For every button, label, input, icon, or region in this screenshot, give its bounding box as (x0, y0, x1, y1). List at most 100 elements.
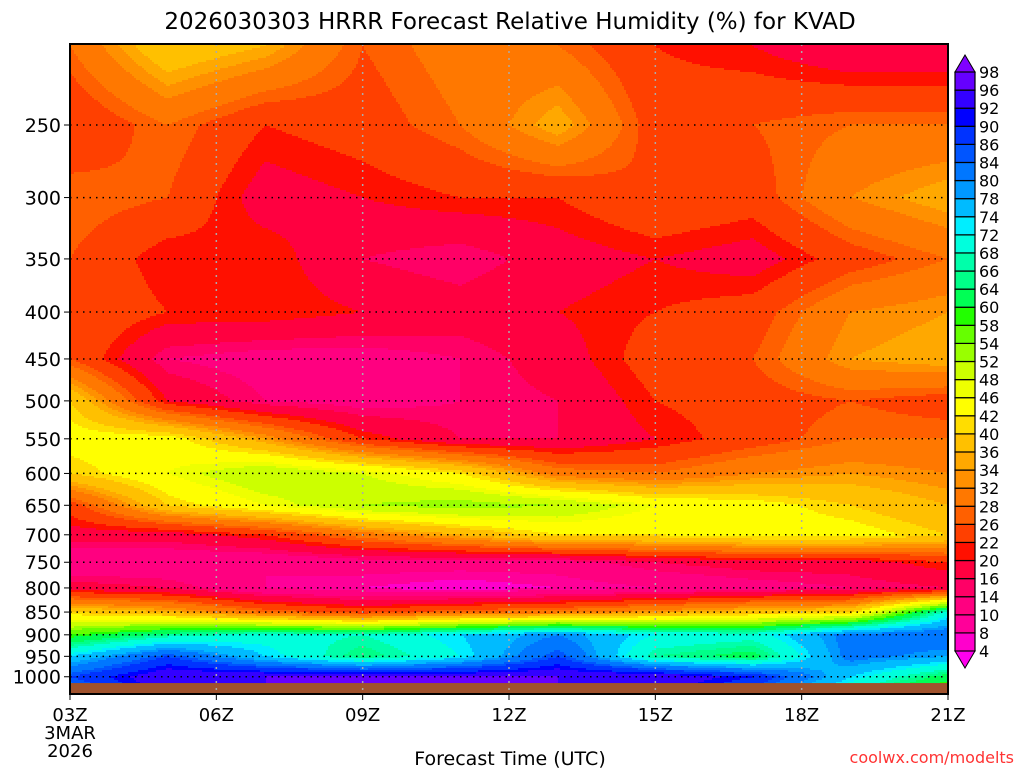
rh-fill-cell (944, 540, 949, 543)
rh-fill-cell (288, 618, 419, 621)
rh-fill-cell (172, 664, 229, 667)
rh-fill-cell (490, 480, 511, 483)
rh-fill-cell (582, 132, 621, 135)
rh-fill-cell (484, 492, 517, 495)
rh-fill-cell (326, 420, 421, 423)
rh-fill-cell (384, 78, 433, 81)
rh-fill-cell (474, 156, 519, 159)
rh-fill-cell (646, 316, 775, 319)
rh-fill-cell (270, 126, 415, 129)
rh-fill-cell (688, 598, 851, 601)
rh-fill-cell (486, 468, 505, 471)
rh-fill-cell (288, 550, 389, 553)
rh-fill-cell (594, 48, 661, 51)
rh-fill-cell (218, 426, 263, 429)
rh-fill-cell (154, 90, 191, 93)
rh-fill-cell (128, 530, 195, 533)
rh-fill-cell (940, 602, 949, 605)
rh-fill-cell (446, 644, 471, 647)
rh-fill-cell (882, 632, 949, 635)
rh-fill-cell (112, 342, 135, 345)
rh-fill-cell (634, 110, 949, 113)
rh-fill-cell (410, 654, 459, 657)
rh-fill-cell (754, 354, 781, 357)
rh-fill-cell (478, 464, 501, 467)
rh-fill-cell (842, 326, 917, 329)
rh-fill-cell (274, 64, 329, 67)
rh-fill-cell (580, 578, 749, 581)
rh-fill-cell (198, 512, 271, 515)
rh-fill-cell (430, 134, 473, 137)
rh-fill-cell (248, 420, 301, 423)
rh-fill-cell (486, 462, 533, 465)
rh-fill-cell (690, 596, 765, 599)
rh-fill-cell (578, 608, 683, 611)
rh-fill-cell (148, 512, 167, 515)
rh-fill-cell (224, 434, 245, 437)
rh-fill-cell (70, 354, 105, 357)
rh-fill-cell (570, 304, 673, 307)
rh-fill-cell (130, 392, 153, 395)
rh-fill-cell (810, 632, 845, 635)
rh-fill-cell (608, 62, 693, 65)
rh-fill-cell (70, 156, 125, 159)
rh-fill-cell (176, 374, 233, 377)
rh-fill-cell (616, 138, 639, 141)
rh-fill-cell (78, 486, 97, 489)
rh-fill-cell (524, 632, 587, 635)
rh-fill-cell (854, 610, 863, 613)
rh-fill-cell (626, 442, 681, 445)
rh-fill-cell (796, 322, 845, 325)
rh-fill-cell (326, 650, 351, 653)
credit-link[interactable]: coolwx.com/modelts (850, 748, 1014, 767)
rh-fill-cell (252, 140, 309, 143)
rh-fill-cell (854, 626, 889, 629)
rh-fill-cell (98, 80, 141, 83)
rh-fill-cell (674, 618, 759, 621)
rh-fill-cell (188, 656, 221, 659)
rh-fill-cell (590, 640, 625, 643)
rh-fill-cell (70, 338, 117, 341)
rh-fill-cell (136, 44, 267, 47)
rh-fill-cell (70, 446, 207, 449)
rh-fill-cell (640, 424, 695, 427)
rh-fill-cell (196, 426, 219, 429)
rh-fill-cell (890, 176, 949, 179)
y-tick-label: 500 (25, 391, 61, 413)
rh-fill-cell (70, 434, 149, 437)
rh-fill-cell (396, 176, 777, 179)
rh-fill-cell (70, 522, 95, 525)
rh-fill-cell (228, 654, 263, 657)
rh-fill-cell (170, 192, 219, 195)
rh-fill-cell (792, 370, 887, 373)
rh-fill-cell (354, 660, 375, 663)
rh-fill-cell (472, 500, 577, 503)
rh-fill-cell (164, 520, 241, 523)
rh-fill-cell (896, 600, 919, 603)
rh-fill-cell (242, 198, 369, 201)
rh-fill-cell (118, 212, 213, 215)
rh-fill-cell (590, 356, 625, 359)
rh-fill-cell (234, 494, 269, 497)
rh-fill-cell (802, 194, 855, 197)
rh-fill-cell (110, 54, 129, 57)
rh-fill-cell (524, 132, 553, 135)
rh-fill-cell (522, 376, 605, 379)
rh-fill-cell (370, 58, 421, 61)
rh-fill-cell (154, 76, 195, 79)
rh-fill-cell (502, 150, 605, 153)
rh-fill-cell (616, 110, 635, 113)
rh-fill-cell (322, 292, 593, 295)
rh-fill-cell (70, 248, 77, 251)
rh-fill-cell (442, 532, 513, 535)
rh-fill-cell (116, 162, 181, 165)
rh-fill-cell (136, 412, 167, 415)
rh-fill-cell (288, 240, 591, 243)
rh-fill-cell (100, 408, 113, 411)
rh-fill-cell (406, 116, 457, 119)
rh-fill-cell (470, 280, 615, 283)
rh-fill-cell (662, 308, 783, 311)
rh-fill-cell (352, 70, 379, 73)
rh-fill-cell (806, 178, 885, 181)
rh-fill-cell (156, 522, 193, 525)
